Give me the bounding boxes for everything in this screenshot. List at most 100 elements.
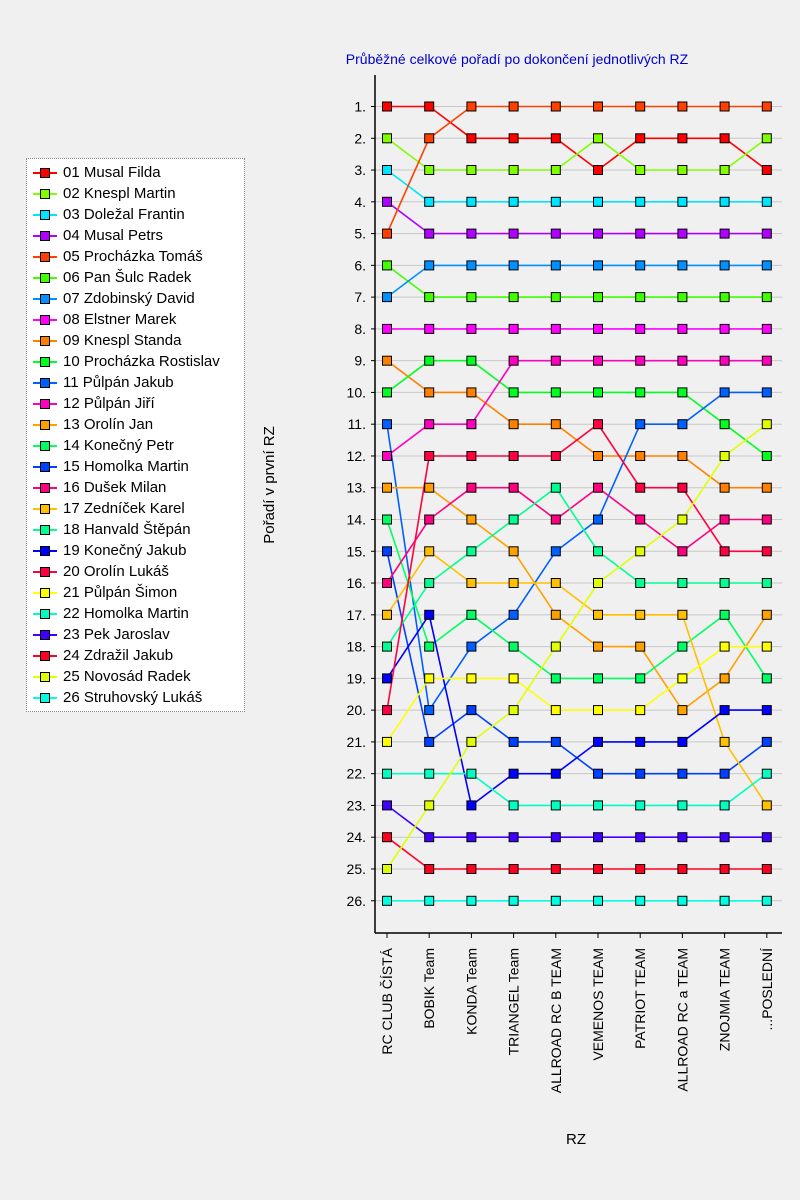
y-tick-label: 15. <box>347 543 366 559</box>
grid <box>375 107 782 901</box>
y-tick-label: 6. <box>354 257 366 273</box>
x-axis-title: RZ <box>566 1131 586 1148</box>
point-4-5 <box>551 229 560 238</box>
point-21-2 <box>425 674 434 683</box>
point-3-9 <box>720 197 729 206</box>
chart-title: Průběžné celkové pořadí po dokončení jed… <box>346 51 689 67</box>
point-18-7 <box>636 579 645 588</box>
point-3-7 <box>636 197 645 206</box>
legend-item: 10 Procházka Rostislav <box>27 351 244 372</box>
y-tick-label: 5. <box>354 226 366 242</box>
point-5-8 <box>678 102 687 111</box>
point-2-7 <box>636 166 645 175</box>
legend-swatch <box>33 294 57 304</box>
y-tick-label: 12. <box>347 448 366 464</box>
legend-swatch <box>33 588 57 598</box>
point-13-5 <box>551 610 560 619</box>
y-tick-label: 23. <box>347 797 366 813</box>
series-line-10 <box>387 361 767 456</box>
point-13-3 <box>467 515 476 524</box>
point-16-6 <box>594 483 603 492</box>
legend-label: 20 Orolín Lukáš <box>63 563 169 580</box>
point-2-9 <box>720 166 729 175</box>
series-line-12 <box>387 361 767 456</box>
legend-label: 16 Dušek Milan <box>63 479 166 496</box>
point-11-1 <box>383 420 392 429</box>
point-2-8 <box>678 166 687 175</box>
point-20-9 <box>720 547 729 556</box>
point-25-9 <box>720 452 729 461</box>
point-6-8 <box>678 293 687 302</box>
y-axis-title: Pořadí v první RZ <box>261 426 278 544</box>
legend-label: 10 Procházka Rostislav <box>63 353 220 370</box>
point-21-4 <box>509 674 518 683</box>
point-1-10 <box>762 166 771 175</box>
x-tick-labels: RC CLUB ČÍSTÁBOBIK TeamKONDA TeamTRIANGE… <box>379 933 775 1093</box>
point-14-4 <box>509 642 518 651</box>
point-14-5 <box>551 674 560 683</box>
point-14-6 <box>594 674 603 683</box>
y-tick-label: 2. <box>354 130 366 146</box>
x-tick-label: RC CLUB ČÍSTÁ <box>379 947 395 1054</box>
point-22-1 <box>383 769 392 778</box>
point-20-1 <box>383 706 392 715</box>
y-tick-label: 7. <box>354 289 366 305</box>
point-9-2 <box>425 388 434 397</box>
point-6-6 <box>594 293 603 302</box>
point-15-5 <box>551 737 560 746</box>
point-9-8 <box>678 452 687 461</box>
point-25-10 <box>762 420 771 429</box>
point-12-2 <box>425 420 434 429</box>
point-21-7 <box>636 706 645 715</box>
legend-swatch <box>33 525 57 535</box>
point-20-6 <box>594 420 603 429</box>
point-16-5 <box>551 515 560 524</box>
legend-item: 11 Půlpán Jakub <box>27 372 244 393</box>
legend-swatch <box>33 252 57 262</box>
point-24-10 <box>762 865 771 874</box>
legend-item: 09 Knespl Standa <box>27 330 244 351</box>
y-tick-label: 11. <box>348 416 366 432</box>
point-23-3 <box>467 833 476 842</box>
legend-item: 17 Zedníček Karel <box>27 498 244 519</box>
series-line-7 <box>387 265 767 297</box>
point-17-10 <box>762 801 771 810</box>
y-tick-label: 3. <box>354 162 366 178</box>
point-11-7 <box>636 420 645 429</box>
legend-label: 14 Konečný Petr <box>63 437 174 454</box>
point-23-8 <box>678 833 687 842</box>
legend-item: 20 Orolín Lukáš <box>27 561 244 582</box>
legend-item: 13 Orolín Jan <box>27 414 244 435</box>
point-8-4 <box>509 324 518 333</box>
point-26-8 <box>678 896 687 905</box>
point-26-9 <box>720 896 729 905</box>
legend-label: 12 Půlpán Jiří <box>63 395 155 412</box>
point-1-9 <box>720 134 729 143</box>
point-15-4 <box>509 737 518 746</box>
series-lines <box>387 107 767 901</box>
point-5-7 <box>636 102 645 111</box>
point-2-3 <box>467 166 476 175</box>
legend-swatch <box>33 462 57 472</box>
legend-swatch <box>33 693 57 703</box>
point-11-9 <box>720 388 729 397</box>
point-25-8 <box>678 515 687 524</box>
point-11-2 <box>425 706 434 715</box>
series-line-21 <box>387 647 767 742</box>
legend-item: 03 Doležal Frantin <box>27 204 244 225</box>
legend-label: 18 Hanvald Štěpán <box>63 521 191 538</box>
legend-swatch <box>33 504 57 514</box>
point-26-7 <box>636 896 645 905</box>
point-16-1 <box>383 579 392 588</box>
point-19-9 <box>720 706 729 715</box>
legend-item: 06 Pan Šulc Radek <box>27 267 244 288</box>
point-11-5 <box>551 547 560 556</box>
point-10-6 <box>594 388 603 397</box>
point-21-3 <box>467 674 476 683</box>
point-7-4 <box>509 261 518 270</box>
point-7-3 <box>467 261 476 270</box>
legend-swatch <box>33 441 57 451</box>
point-17-2 <box>425 547 434 556</box>
legend-item: 25 Novosád Radek <box>27 666 244 687</box>
legend-swatch <box>33 546 57 556</box>
